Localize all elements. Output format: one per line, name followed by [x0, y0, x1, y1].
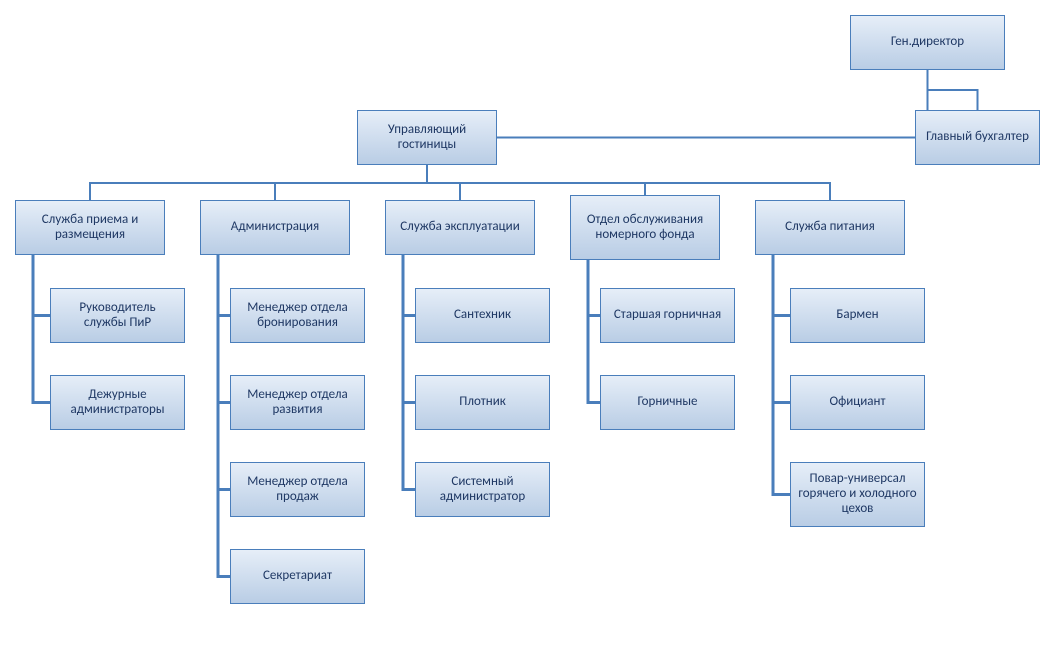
node-admin_secretariat: Секретариат: [230, 549, 365, 604]
node-admin_sales: Менеджер отдела продаж: [230, 462, 365, 517]
node-dept_maintenance: Служба эксплуатации: [385, 200, 535, 255]
node-label: Управляющий гостиницы: [364, 123, 490, 153]
node-admin_dev: Менеджер отдела развития: [230, 375, 365, 430]
node-recep_duty: Дежурные администраторы: [50, 375, 185, 430]
node-label: Сантехник: [454, 308, 511, 323]
node-food_waiter: Официант: [790, 375, 925, 430]
node-maint_sysadmin: Системный администратор: [415, 462, 550, 517]
node-label: Служба приема и размещения: [22, 213, 158, 243]
node-label: Системный администратор: [422, 475, 543, 505]
node-house_senior: Старшая горничная: [600, 288, 735, 343]
node-chief_accountant: Главный бухгалтер: [915, 110, 1040, 165]
node-label: Старшая горничная: [614, 308, 721, 323]
node-hotel_manager: Управляющий гостиницы: [357, 110, 497, 165]
node-food_barman: Бармен: [790, 288, 925, 343]
node-maint_carpenter: Плотник: [415, 375, 550, 430]
node-label: Секретариат: [263, 569, 332, 584]
node-label: Служба питания: [785, 220, 875, 235]
node-admin_booking: Менеджер отдела бронирования: [230, 288, 365, 343]
node-label: Плотник: [459, 395, 506, 410]
node-dept_food: Служба питания: [755, 200, 905, 255]
node-label: Отдел обслуживания номерного фонда: [577, 213, 713, 243]
node-label: Бармен: [836, 308, 878, 323]
node-house_maids: Горничные: [600, 375, 735, 430]
node-gen_director: Ген.директор: [850, 15, 1005, 70]
node-label: Главный бухгалтер: [926, 130, 1029, 145]
node-recep_head: Руководитель службы ПиР: [50, 288, 185, 343]
node-dept_admin: Администрация: [200, 200, 350, 255]
node-label: Служба эксплуатации: [400, 220, 519, 235]
node-dept_reception: Служба приема и размещения: [15, 200, 165, 255]
node-label: Руководитель службы ПиР: [57, 301, 178, 331]
node-label: Официант: [829, 395, 885, 410]
node-label: Ген.директор: [891, 35, 964, 50]
node-label: Горничные: [637, 395, 697, 410]
node-food_cook: Повар-универсал горячего и холодного цех…: [790, 462, 925, 527]
node-dept_housekeeping: Отдел обслуживания номерного фонда: [570, 195, 720, 260]
node-label: Повар-универсал горячего и холодного цех…: [797, 472, 918, 517]
node-label: Менеджер отдела развития: [237, 388, 358, 418]
node-label: Дежурные администраторы: [57, 388, 178, 418]
node-label: Менеджер отдела продаж: [237, 475, 358, 505]
node-label: Менеджер отдела бронирования: [237, 301, 358, 331]
node-maint_plumber: Сантехник: [415, 288, 550, 343]
node-label: Администрация: [231, 220, 319, 235]
